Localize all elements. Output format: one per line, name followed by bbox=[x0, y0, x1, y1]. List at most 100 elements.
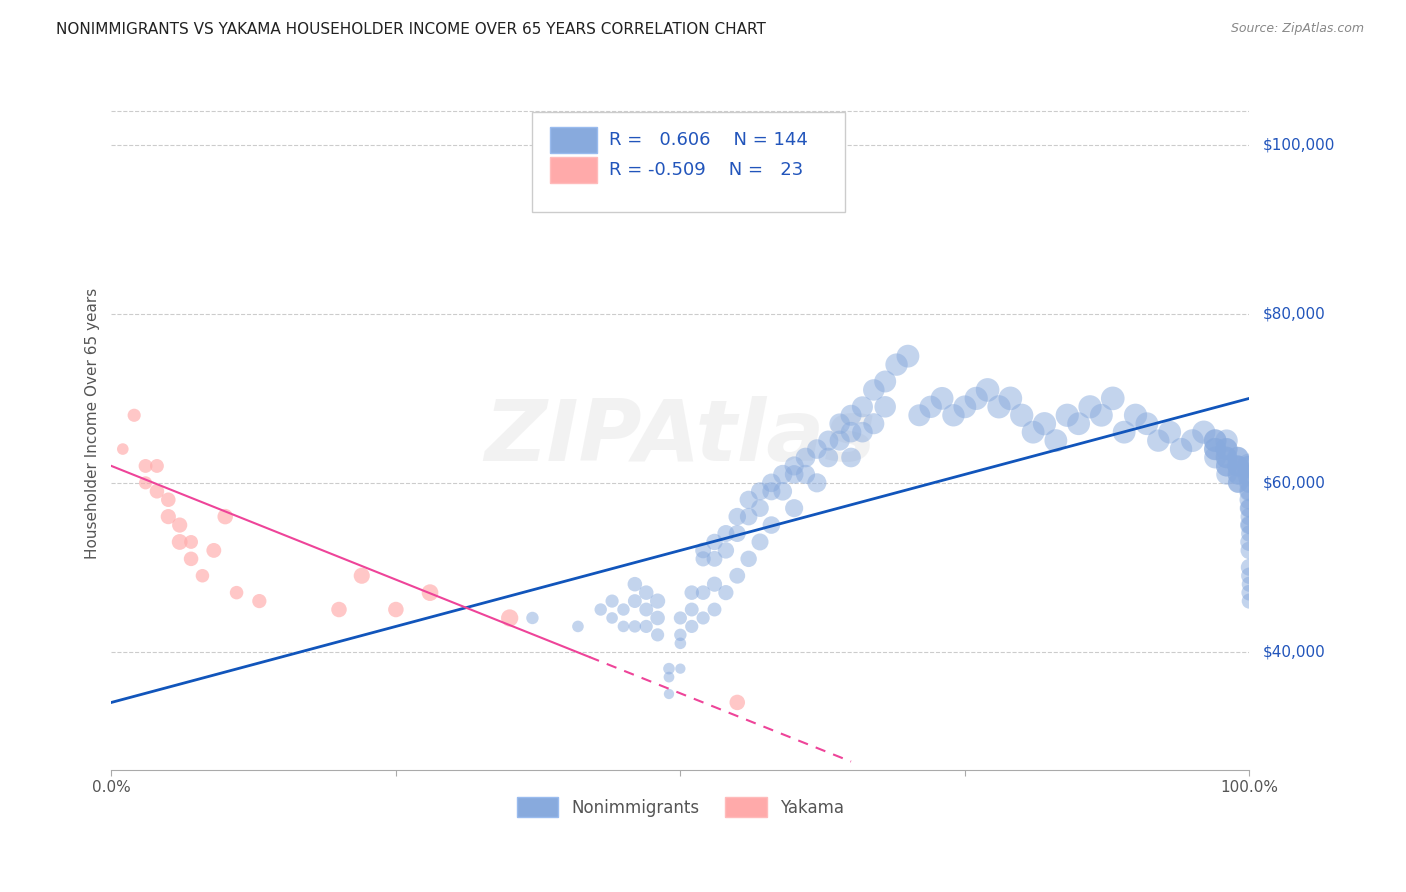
Point bbox=[636, 585, 658, 599]
Point bbox=[169, 535, 191, 549]
Point bbox=[714, 585, 737, 599]
Point bbox=[1204, 450, 1226, 465]
Point bbox=[636, 619, 658, 633]
Text: $60,000: $60,000 bbox=[1263, 475, 1326, 491]
Point bbox=[692, 543, 714, 558]
Point bbox=[499, 611, 522, 625]
FancyBboxPatch shape bbox=[533, 112, 845, 212]
Point bbox=[522, 611, 544, 625]
Point bbox=[1239, 543, 1261, 558]
Point bbox=[692, 585, 714, 599]
Point bbox=[862, 383, 884, 397]
Point bbox=[703, 552, 725, 566]
Point bbox=[1215, 434, 1237, 448]
Point bbox=[703, 535, 725, 549]
Point bbox=[589, 602, 612, 616]
Point bbox=[942, 409, 965, 423]
Point bbox=[111, 442, 134, 456]
Point bbox=[1215, 450, 1237, 465]
Point bbox=[1239, 501, 1261, 516]
Point bbox=[350, 568, 373, 582]
Point bbox=[817, 450, 839, 465]
Point bbox=[920, 400, 942, 414]
Point bbox=[1226, 458, 1249, 473]
Point bbox=[1215, 442, 1237, 456]
Point bbox=[783, 501, 806, 516]
Point bbox=[180, 552, 202, 566]
Point bbox=[839, 425, 862, 439]
Point bbox=[806, 442, 828, 456]
Point bbox=[681, 585, 703, 599]
Point bbox=[1067, 417, 1090, 431]
Point bbox=[1011, 409, 1033, 423]
Point bbox=[1147, 434, 1170, 448]
Point bbox=[247, 594, 270, 608]
Point bbox=[1239, 585, 1261, 599]
Point bbox=[761, 484, 783, 499]
Point bbox=[714, 543, 737, 558]
Point bbox=[169, 518, 191, 533]
Point bbox=[851, 400, 873, 414]
Point bbox=[225, 585, 247, 599]
Point bbox=[703, 602, 725, 616]
Point bbox=[749, 501, 772, 516]
Point bbox=[191, 568, 214, 582]
Point bbox=[1136, 417, 1159, 431]
Point bbox=[725, 509, 748, 524]
Point bbox=[612, 619, 634, 633]
Point bbox=[1239, 458, 1261, 473]
Point bbox=[1114, 425, 1136, 439]
Point bbox=[1239, 467, 1261, 482]
Point bbox=[1239, 458, 1261, 473]
Point bbox=[1239, 501, 1261, 516]
Point bbox=[772, 467, 794, 482]
Point bbox=[737, 509, 759, 524]
Point bbox=[806, 475, 828, 490]
Point bbox=[749, 535, 772, 549]
Point bbox=[1226, 475, 1249, 490]
Point bbox=[1226, 458, 1249, 473]
Point bbox=[1022, 425, 1045, 439]
Point bbox=[681, 602, 703, 616]
Point bbox=[157, 509, 180, 524]
Point bbox=[886, 358, 908, 372]
FancyBboxPatch shape bbox=[550, 157, 598, 183]
Point bbox=[908, 409, 931, 423]
Point bbox=[1239, 475, 1261, 490]
Point bbox=[1226, 450, 1249, 465]
Text: ZIPAtlas: ZIPAtlas bbox=[485, 396, 876, 479]
Point bbox=[1215, 450, 1237, 465]
Point bbox=[761, 475, 783, 490]
Point bbox=[1226, 467, 1249, 482]
Point bbox=[624, 594, 647, 608]
Point bbox=[624, 577, 647, 591]
Point bbox=[669, 611, 692, 625]
Point bbox=[1226, 458, 1249, 473]
Point bbox=[669, 636, 692, 650]
Point bbox=[1239, 484, 1261, 499]
Point bbox=[1204, 442, 1226, 456]
Point bbox=[180, 535, 202, 549]
Point bbox=[658, 662, 681, 676]
Point bbox=[839, 450, 862, 465]
Point bbox=[1192, 425, 1215, 439]
Text: $100,000: $100,000 bbox=[1263, 137, 1336, 153]
Point bbox=[1215, 458, 1237, 473]
Point bbox=[1159, 425, 1181, 439]
Point bbox=[669, 628, 692, 642]
Point bbox=[135, 458, 157, 473]
Point bbox=[636, 602, 658, 616]
Point bbox=[419, 585, 441, 599]
Point bbox=[976, 383, 998, 397]
Point bbox=[749, 484, 772, 499]
Point bbox=[737, 552, 759, 566]
Text: $80,000: $80,000 bbox=[1263, 307, 1326, 321]
Point bbox=[1239, 568, 1261, 582]
Point bbox=[761, 518, 783, 533]
Point bbox=[817, 434, 839, 448]
Text: NONIMMIGRANTS VS YAKAMA HOUSEHOLDER INCOME OVER 65 YEARS CORRELATION CHART: NONIMMIGRANTS VS YAKAMA HOUSEHOLDER INCO… bbox=[56, 22, 766, 37]
Point bbox=[692, 552, 714, 566]
Point bbox=[783, 467, 806, 482]
Point bbox=[1239, 509, 1261, 524]
Legend: Nonimmigrants, Yakama: Nonimmigrants, Yakama bbox=[510, 790, 851, 824]
